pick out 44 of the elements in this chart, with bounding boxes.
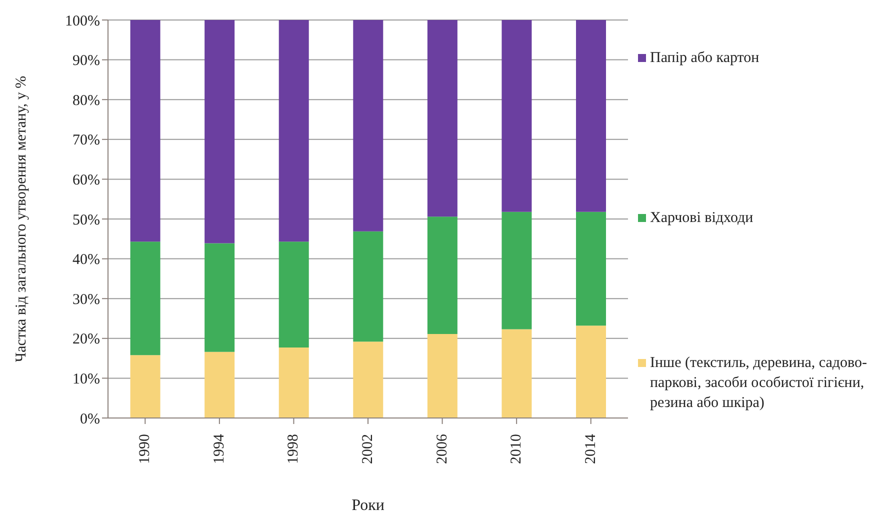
bar (502, 212, 532, 330)
x-tick-label: 2010 (508, 434, 525, 464)
bar (130, 242, 160, 356)
bar (576, 212, 606, 326)
bar (204, 20, 235, 244)
y-tick-label: 60% (72, 172, 100, 189)
y-tick-label: 50% (72, 212, 100, 228)
bar (278, 20, 309, 242)
x-tick-label: 1994 (211, 434, 228, 464)
bar (353, 342, 384, 418)
x-tick-label: 1998 (286, 434, 302, 464)
bar (130, 355, 160, 418)
y-tick-label: 30% (72, 292, 100, 308)
bar (427, 20, 458, 217)
legend-label: Харчові відходи (650, 209, 754, 228)
y-tick-label: 70% (72, 132, 100, 149)
x-tick-label: 2014 (582, 434, 599, 464)
bar (427, 334, 458, 418)
x-tick-label: 1990 (137, 434, 154, 464)
bar (204, 243, 235, 352)
y-axis-title: Частка від загального утворення метану, у % (13, 76, 30, 362)
x-axis-title: Роки (352, 497, 385, 514)
y-tick-label: 80% (72, 92, 100, 109)
y-tick-label: 0% (80, 411, 100, 428)
y-tick-label: 20% (72, 332, 100, 348)
y-tick-label: 10% (72, 372, 100, 388)
x-tick-label: 2006 (434, 434, 450, 464)
bar (278, 348, 309, 418)
bar (130, 20, 160, 242)
bar (427, 216, 458, 334)
bar (204, 352, 235, 418)
bar (502, 329, 532, 418)
x-tick-label: 2002 (360, 434, 376, 464)
y-tick-label: 40% (72, 252, 100, 268)
legend-label: Папір або картон (650, 49, 760, 68)
legend-label: Інше (текстиль, деревина, садово-паркові, засоби особистої гігієни, резина або шкіра) (650, 354, 868, 413)
bar (353, 231, 384, 342)
bar (576, 20, 606, 212)
bar (502, 20, 532, 212)
bar (353, 20, 384, 232)
bar (576, 326, 606, 418)
y-tick-label: 100% (65, 13, 100, 30)
y-tick-label: 90% (72, 53, 100, 70)
bar (278, 242, 309, 348)
